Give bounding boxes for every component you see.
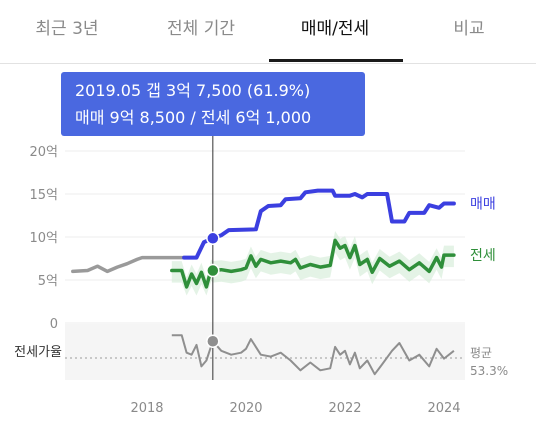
x-tick-label: 2018 <box>130 401 163 416</box>
chart-tooltip: 2019.05 갭 3억 7,500 (61.9%) 매매 9억 8,500 /… <box>61 72 365 136</box>
y-tick-label: 10억 <box>29 231 58 246</box>
ratio-panel-background <box>65 324 465 380</box>
x-tick-label: 2020 <box>229 401 262 416</box>
y-tick-label: 15억 <box>29 188 58 203</box>
ratio-average-value: 53.3% <box>470 364 508 378</box>
active-tab-indicator <box>269 59 403 62</box>
ratio-marker[interactable] <box>206 334 220 348</box>
y-tick-label: 0 <box>50 317 58 332</box>
series-label-sale: 매매 <box>470 196 496 212</box>
tab-recent-3-years[interactable]: 최근 3년 <box>35 19 99 39</box>
ratio-label: 전세가율 <box>14 345 62 360</box>
series-label-jeonse: 전세 <box>470 248 496 264</box>
tooltip-gap-line: 2019.05 갭 3억 7,500 (61.9%) <box>75 81 311 100</box>
y-tick-label: 5억 <box>38 274 58 289</box>
ratio-average-label: 평균 <box>470 346 492 360</box>
jeonse-range-band <box>171 231 454 296</box>
pre-history-line[interactable] <box>71 255 186 274</box>
x-tick-label: 2024 <box>427 401 460 416</box>
sale-price-line[interactable] <box>182 188 456 260</box>
tab-compare[interactable]: 비교 <box>453 19 485 39</box>
jeonse-marker[interactable] <box>206 263 220 278</box>
jeonse-ratio-line[interactable] <box>171 334 455 376</box>
tooltip-price-line: 매매 9억 8,500 / 전세 6억 1,000 <box>75 108 312 127</box>
tab-all-period[interactable]: 전체 기간 <box>167 19 235 39</box>
tab-bar: 최근 3년 전체 기간 매매/전세 비교 <box>0 0 536 64</box>
y-tick-label: 20억 <box>29 145 58 160</box>
tab-sale-jeonse[interactable]: 매매/전세 <box>300 19 370 39</box>
sale-marker[interactable] <box>206 231 220 246</box>
x-tick-label: 2022 <box>328 401 361 416</box>
